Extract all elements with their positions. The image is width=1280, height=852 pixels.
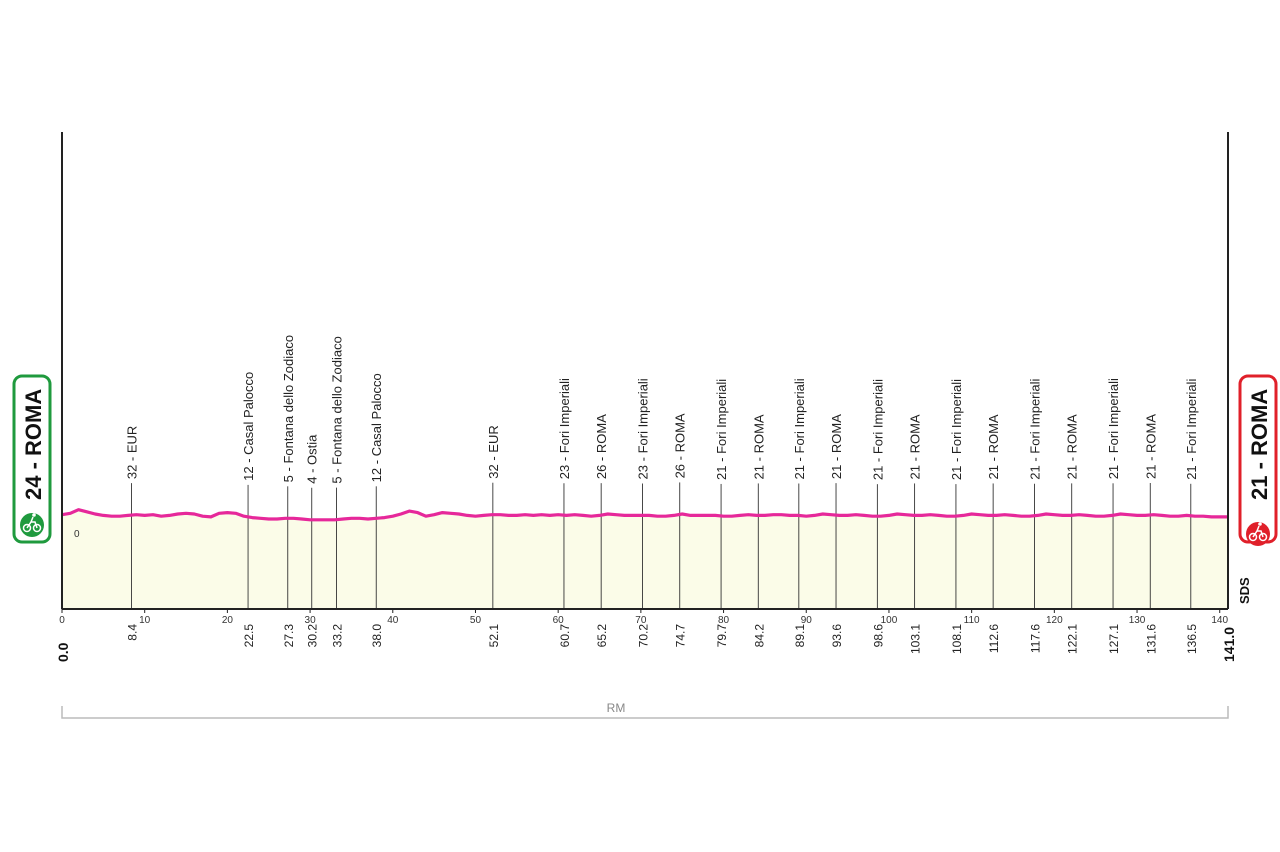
- x-tick-label: 100: [881, 615, 898, 626]
- waypoint-km: 74.7: [674, 624, 688, 648]
- finish-badge: 21 - ROMA: [1238, 374, 1278, 546]
- waypoint-label: 21 - ROMA: [986, 414, 1001, 479]
- waypoint-label: 23 - Fori Imperiali: [557, 378, 572, 479]
- waypoint-km: 60.7: [558, 624, 572, 648]
- x-tick-label: 130: [1129, 615, 1146, 626]
- start-cyclist-icon: [20, 513, 44, 537]
- waypoint-km: 79.7: [715, 624, 729, 648]
- x-tick-label: 40: [387, 615, 399, 626]
- x-tick-label: 0: [59, 615, 65, 626]
- x-axis-ticks: 0 10 20 30 40 50 60 70 80 90 100 110 120 130 140: [59, 609, 1229, 626]
- elevation-line: [61, 508, 1228, 522]
- x-tick-label: 60: [553, 615, 565, 626]
- finish-cyclist-icon: [1246, 522, 1270, 546]
- waypoint-label: 21 - ROMA: [829, 414, 844, 479]
- start-km-label: 0.0: [55, 642, 71, 662]
- waypoint-km: 22.5: [242, 624, 256, 648]
- province-bracket: [61, 706, 1229, 719]
- waypoint-label: 21 - ROMA: [908, 414, 923, 479]
- waypoint-km: 131.6: [1144, 624, 1158, 654]
- finish-label: 21 - ROMA: [1247, 389, 1272, 500]
- waypoint-lines: [131, 482, 1192, 609]
- waypoint-km: 127.1: [1107, 624, 1121, 654]
- waypoint-km: 38.0: [370, 624, 384, 648]
- x-tick-label: 10: [139, 615, 151, 626]
- x-tick-label: 90: [801, 615, 813, 626]
- waypoint-km: 70.2: [637, 624, 651, 648]
- waypoint-label: 4 - Ostia: [305, 434, 320, 484]
- waypoint-label: 5 - Fontana dello Zodiaco: [330, 336, 345, 483]
- waypoint-label: 32 - EUR: [124, 426, 139, 479]
- waypoint-km: 108.1: [950, 624, 964, 654]
- waypoint-km: 27.3: [282, 624, 296, 648]
- waypoint-label: 21 - Fori Imperiali: [1106, 378, 1121, 479]
- waypoint-label: 21 - Fori Imperiali: [949, 379, 964, 480]
- waypoint-km: 98.6: [871, 624, 885, 648]
- waypoint-km: 89.1: [793, 624, 807, 648]
- waypoint-label: 26 - ROMA: [594, 414, 609, 479]
- waypoint-label: 21 - Fori Imperiali: [870, 379, 885, 480]
- waypoint-km: 30.2: [306, 624, 320, 648]
- waypoint-label: 21 - Fori Imperiali: [1184, 379, 1199, 480]
- x-tick-label: 120: [1046, 615, 1063, 626]
- waypoint-label: 21 - ROMA: [1143, 414, 1158, 479]
- waypoint-label: 21 - ROMA: [1065, 414, 1080, 479]
- waypoint-km: 136.5: [1185, 624, 1199, 654]
- x-tick-label: 140: [1211, 615, 1228, 626]
- waypoint-km: 8.4: [125, 624, 139, 641]
- waypoint-label: 5 - Fontana dello Zodiaco: [281, 335, 296, 482]
- waypoint-km: 112.6: [987, 624, 1001, 653]
- waypoint-km: 117.6: [1028, 624, 1042, 653]
- waypoint-labels: 32 - EUR 12 - Casal Palocco 5 - Fontana de…: [124, 335, 1198, 484]
- waypoint-label: 21 - Fori Imperiali: [792, 378, 807, 479]
- finish-km-label: 141.0: [1221, 627, 1237, 662]
- waypoint-label: 12 - Casal Palocco: [369, 373, 384, 482]
- waypoint-km: 93.6: [830, 624, 844, 648]
- waypoint-km: 65.2: [595, 624, 609, 648]
- waypoint-km: 103.1: [909, 624, 923, 654]
- sds-logo: SDS: [1237, 577, 1252, 604]
- waypoint-label: 32 - EUR: [486, 425, 501, 478]
- x-tick-label: 50: [470, 615, 482, 626]
- y-zero-label: 0: [74, 529, 80, 540]
- waypoint-label: 21 - ROMA: [751, 414, 766, 479]
- x-tick-label: 30: [305, 615, 317, 626]
- waypoint-km: 84.2: [752, 624, 766, 648]
- start-badge: 24 - ROMA: [12, 374, 52, 544]
- x-tick-label: 70: [635, 615, 647, 626]
- x-tick-label: 110: [964, 615, 980, 626]
- waypoint-label: 26 - ROMA: [673, 413, 688, 478]
- waypoint-km-labels: 8.4 22.5 27.3 30.2 33.2 38.0 52.1 60.7 65.2 70.2 7…: [125, 624, 1198, 654]
- start-label: 24 - ROMA: [21, 389, 46, 500]
- waypoint-label: 23 - Fori Imperiali: [636, 378, 651, 479]
- waypoint-km: 52.1: [487, 624, 501, 648]
- waypoint-label: 12 - Casal Palocco: [241, 372, 256, 481]
- waypoint-label: 21 - Fori Imperiali: [714, 379, 729, 480]
- x-tick-label: 80: [718, 615, 730, 626]
- profile-area: [62, 509, 1228, 609]
- waypoint-km: 33.2: [331, 624, 345, 648]
- waypoint-km: 122.1: [1066, 624, 1080, 654]
- x-tick-label: 20: [222, 615, 234, 626]
- province-label: RM: [607, 701, 626, 715]
- waypoint-label: 21 - Fori Imperiali: [1027, 378, 1042, 479]
- start-badge-box: [12, 374, 52, 544]
